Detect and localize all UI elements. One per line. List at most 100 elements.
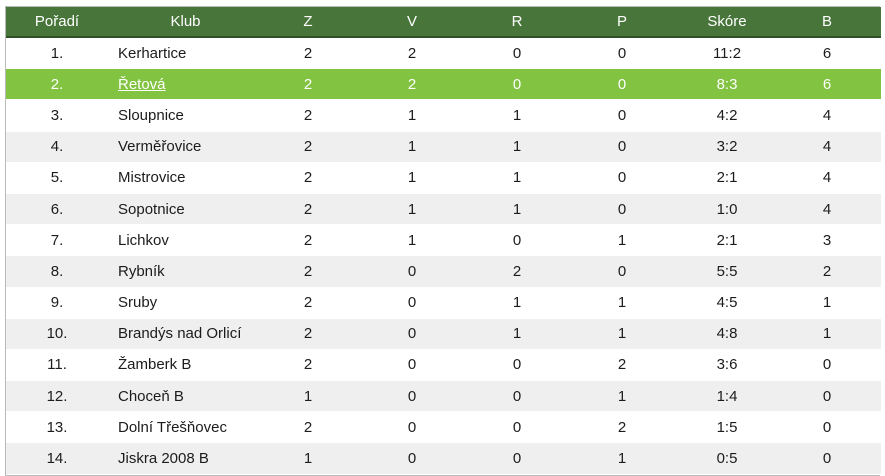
b-cell: 3 [773, 224, 881, 257]
p-cell: 0 [563, 162, 681, 194]
r-cell: 1 [471, 162, 563, 194]
v-cell: 0 [353, 318, 471, 350]
rank-cell: 12. [6, 380, 108, 413]
rank-cell: 8. [6, 255, 108, 288]
club-link[interactable]: Řetová [118, 75, 166, 93]
club-cell: Brandýs nad Orlicí [108, 318, 263, 350]
v-cell: 1 [353, 99, 471, 132]
v-cell: 1 [353, 193, 471, 226]
club-cell: Sloupnice [108, 99, 263, 132]
p-cell: 1 [563, 318, 681, 350]
club-cell: Lichkov [108, 224, 263, 257]
p-cell: 2 [563, 349, 681, 382]
p-cell: 0 [563, 37, 681, 70]
score-cell: 3:6 [681, 349, 773, 382]
p-cell: 0 [563, 99, 681, 132]
rank-cell: 5. [6, 162, 108, 194]
table-row: 4. Verměřovice 2 1 1 0 3:2 4 [6, 131, 881, 163]
r-cell: 1 [471, 193, 563, 226]
rank-cell: 7. [6, 224, 108, 257]
header-z: Z [263, 7, 353, 38]
table-row: 10. Brandýs nad Orlicí 2 0 1 1 4:8 1 [6, 318, 881, 350]
rank-cell: 10. [6, 318, 108, 350]
score-cell: 3:2 [681, 131, 773, 163]
table-row: 6. Sopotnice 2 1 1 0 1:0 4 [6, 193, 881, 226]
r-cell: 2 [471, 255, 563, 288]
club-cell: Řetová [108, 68, 263, 101]
rank-cell: 11. [6, 349, 108, 382]
header-club: Klub [108, 7, 263, 38]
p-cell: 0 [563, 131, 681, 163]
standings-table: Pořadí Klub Z V R P Skóre B 1. Kerhartic… [6, 7, 881, 475]
b-cell: 4 [773, 99, 881, 132]
r-cell: 1 [471, 287, 563, 319]
club-cell: Dolní Třešňovec [108, 411, 263, 444]
p-cell: 2 [563, 411, 681, 444]
z-cell: 2 [263, 162, 353, 194]
r-cell: 0 [471, 37, 563, 70]
b-cell: 0 [773, 349, 881, 382]
score-cell: 1:4 [681, 380, 773, 413]
b-cell: 6 [773, 37, 881, 70]
z-cell: 1 [263, 442, 353, 475]
v-cell: 2 [353, 37, 471, 70]
z-cell: 1 [263, 380, 353, 413]
r-cell: 0 [471, 442, 563, 475]
score-cell: 4:8 [681, 318, 773, 350]
club-cell: Sruby [108, 287, 263, 319]
z-cell: 2 [263, 68, 353, 101]
table-row: 7. Lichkov 2 1 0 1 2:1 3 [6, 224, 881, 257]
table-row: 14. Jiskra 2008 B 1 0 0 1 0:5 0 [6, 442, 881, 475]
rank-cell: 2. [6, 68, 108, 101]
club-cell: Kerhartice [108, 37, 263, 70]
club-cell: Verměřovice [108, 131, 263, 163]
r-cell: 0 [471, 380, 563, 413]
score-cell: 1:0 [681, 193, 773, 226]
v-cell: 0 [353, 411, 471, 444]
header-v: V [353, 7, 471, 38]
table-row: 12. Choceň B 1 0 0 1 1:4 0 [6, 380, 881, 413]
z-cell: 2 [263, 349, 353, 382]
rank-cell: 14. [6, 442, 108, 475]
p-cell: 0 [563, 193, 681, 226]
v-cell: 0 [353, 380, 471, 413]
table-row: 1. Kerhartice 2 2 0 0 11:2 6 [6, 37, 881, 70]
header-r: R [471, 7, 563, 38]
z-cell: 2 [263, 193, 353, 226]
b-cell: 1 [773, 318, 881, 350]
header-score: Skóre [681, 7, 773, 38]
header-b: B [773, 7, 881, 38]
v-cell: 0 [353, 442, 471, 475]
score-cell: 0:5 [681, 442, 773, 475]
v-cell: 1 [353, 224, 471, 257]
r-cell: 1 [471, 99, 563, 132]
b-cell: 0 [773, 411, 881, 444]
table-row-highlighted: 2. Řetová 2 2 0 0 8:3 6 [6, 68, 881, 101]
v-cell: 1 [353, 162, 471, 194]
r-cell: 0 [471, 224, 563, 257]
b-cell: 6 [773, 68, 881, 101]
v-cell: 1 [353, 131, 471, 163]
score-cell: 1:5 [681, 411, 773, 444]
r-cell: 0 [471, 349, 563, 382]
rank-cell: 6. [6, 193, 108, 226]
z-cell: 2 [263, 131, 353, 163]
rank-cell: 4. [6, 131, 108, 163]
club-cell: Jiskra 2008 B [108, 442, 263, 475]
b-cell: 4 [773, 162, 881, 194]
z-cell: 2 [263, 318, 353, 350]
p-cell: 1 [563, 442, 681, 475]
p-cell: 1 [563, 224, 681, 257]
header-row: Pořadí Klub Z V R P Skóre B [6, 7, 881, 38]
club-cell: Sopotnice [108, 193, 263, 226]
score-cell: 4:5 [681, 287, 773, 319]
table-row: 13. Dolní Třešňovec 2 0 0 2 1:5 0 [6, 411, 881, 444]
z-cell: 2 [263, 37, 353, 70]
r-cell: 0 [471, 68, 563, 101]
p-cell: 0 [563, 68, 681, 101]
r-cell: 1 [471, 131, 563, 163]
p-cell: 1 [563, 380, 681, 413]
b-cell: 2 [773, 255, 881, 288]
rank-cell: 9. [6, 287, 108, 319]
z-cell: 2 [263, 411, 353, 444]
